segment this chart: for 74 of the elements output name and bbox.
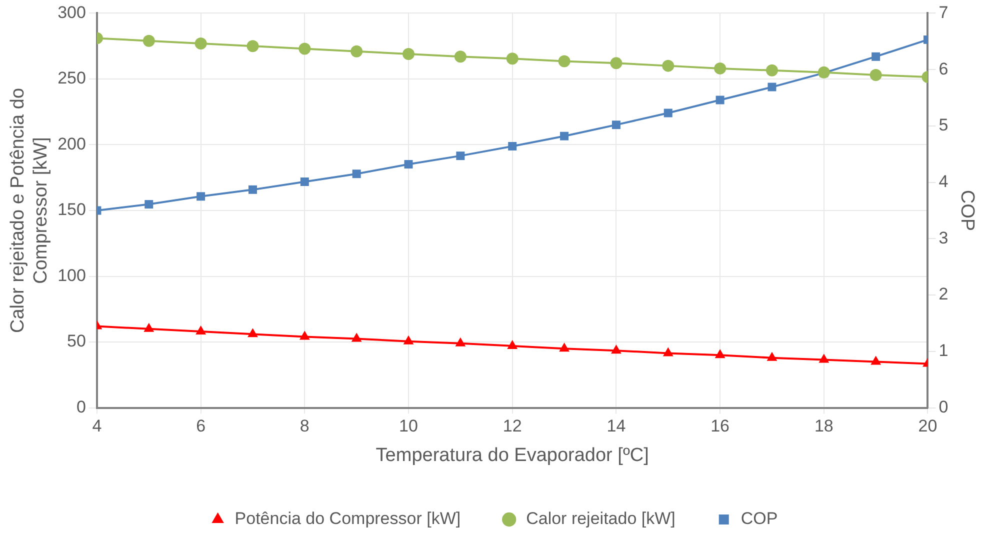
point: [508, 142, 517, 150]
point: [246, 40, 259, 52]
point: [664, 108, 672, 118]
point: [506, 52, 518, 65]
point: [872, 52, 880, 61]
x-tick-label: 20: [918, 416, 938, 436]
point: [818, 354, 830, 363]
point: [456, 152, 465, 160]
y-tick-label: 250: [58, 68, 86, 88]
point: [144, 200, 154, 209]
y2-tick-label: 6: [938, 59, 948, 78]
point: [196, 192, 206, 201]
y-tick-label: 300: [58, 2, 86, 22]
point: [196, 326, 206, 335]
point: [248, 185, 257, 194]
point: [300, 178, 309, 186]
point: [611, 344, 622, 354]
point: [194, 37, 207, 50]
point: [768, 82, 776, 92]
point: [299, 330, 310, 340]
point: [559, 342, 570, 352]
y-tick-label: 50: [67, 332, 86, 351]
x-tick-label: 18: [814, 416, 834, 436]
point: [870, 69, 882, 82]
point: [352, 170, 361, 178]
point: [558, 55, 570, 68]
point: [248, 328, 258, 338]
point: [144, 322, 154, 332]
y2-tick-label: 2: [938, 284, 948, 304]
point: [454, 50, 466, 63]
point: [350, 45, 363, 58]
x-axis-title: Temperatura do Evaporador [ºC]: [376, 444, 649, 466]
point: [662, 60, 674, 72]
x-tick-label: 12: [502, 416, 522, 436]
point: [507, 340, 518, 349]
point: [714, 62, 726, 74]
legend-label: COP: [740, 509, 778, 528]
y-axis-title: Calor rejeitado e Potência do Compressor [kW]: [8, 88, 52, 334]
x-tick-label: 8: [300, 416, 310, 436]
point: [818, 66, 830, 78]
y2-tick-label: 0: [938, 397, 948, 416]
point: [404, 160, 413, 169]
y-tick-label: 200: [58, 134, 86, 154]
point: [714, 349, 726, 358]
y2-axis-title: COP: [956, 190, 978, 232]
legend-label: Potência do Compressor [kW]: [234, 509, 461, 528]
point: [403, 335, 414, 344]
x-tick-label: 10: [399, 416, 418, 436]
y-tick-label: 100: [58, 266, 86, 285]
y-tick-label: 150: [58, 200, 86, 220]
y2-tick-label: 1: [938, 341, 948, 360]
point: [455, 337, 466, 346]
point: [662, 347, 674, 356]
x-tick-label: 16: [710, 416, 730, 436]
point: [610, 57, 622, 70]
y2-tick-label: 5: [938, 116, 948, 135]
point: [766, 64, 778, 76]
y2-tick-label: 3: [938, 228, 948, 248]
y2-tick-label: 7: [938, 2, 948, 22]
legend-label: Calor rejeitado [kW]: [526, 509, 676, 528]
point: [298, 42, 311, 55]
point: [766, 352, 778, 361]
point: [402, 48, 415, 60]
y2-tick-label: 4: [938, 172, 948, 191]
x-tick-label: 4: [92, 416, 102, 436]
point: [612, 120, 620, 130]
point: [142, 34, 155, 47]
point: [716, 96, 724, 104]
point: [351, 332, 362, 342]
y-tick-label: 0: [76, 397, 86, 416]
x-tick-label: 6: [196, 416, 206, 436]
x-tick-label: 14: [606, 416, 626, 436]
point: [870, 356, 882, 365]
point: [560, 132, 569, 140]
